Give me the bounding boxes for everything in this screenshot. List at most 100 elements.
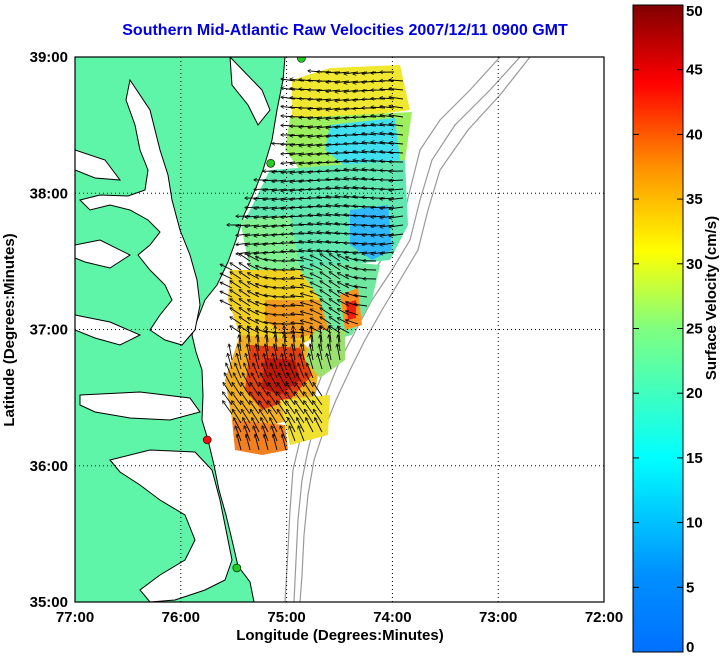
colorbar-tick-label: 35 (686, 191, 703, 208)
velocity-vector (338, 335, 341, 352)
velocity-vector (220, 282, 233, 289)
velocity-vector (284, 335, 287, 352)
velocity-vector (320, 281, 332, 289)
velocity-vector (389, 143, 404, 144)
velocity-vector (300, 275, 314, 280)
y-tick-label: 35:00 (30, 594, 68, 611)
velocity-vector (329, 263, 341, 271)
velocity-vector (248, 291, 260, 298)
albemarle-sound (79, 391, 201, 421)
velocity-vector (306, 418, 314, 433)
velocity-vector (338, 318, 350, 325)
velocity-vector (239, 326, 242, 343)
velocity-vector (259, 383, 269, 397)
velocity-vector (228, 354, 233, 370)
velocity-vector (328, 344, 332, 361)
y-tick-labels: 39:00 38:00 37:00 36:00 35:00 (30, 49, 68, 611)
colorbar-tick-label: 25 (686, 321, 703, 338)
velocity-vector (220, 264, 233, 271)
velocity-vector (329, 254, 341, 262)
velocity-vector (338, 326, 341, 343)
velocity-vector (253, 363, 260, 379)
green-station-mid (266, 158, 276, 168)
velocity-vector (289, 363, 296, 379)
velocity-vector (389, 124, 404, 127)
velocity-vector (248, 309, 260, 316)
velocity-vector (304, 383, 314, 397)
velocity-vector (299, 117, 314, 118)
velocity-vector (255, 354, 260, 370)
x-tick-label: 73:00 (479, 609, 517, 626)
x-tick-label: 72:00 (585, 609, 623, 626)
velocity-vector (310, 344, 314, 361)
velocity-vector (259, 392, 269, 406)
velocity-vector (230, 308, 242, 316)
velocity-vector (248, 326, 251, 343)
velocity-vector (233, 373, 242, 388)
velocity-vector (295, 409, 305, 424)
velocity-vector (257, 326, 260, 343)
velocity-vector (286, 383, 296, 397)
velocity-vector (304, 392, 314, 406)
velocity-vector (271, 363, 278, 379)
velocity-vector (300, 302, 314, 307)
velocity-vector (250, 383, 260, 397)
y-tick-label: 39:00 (30, 49, 68, 66)
velocity-vector (389, 206, 404, 209)
velocity-vector (274, 344, 278, 361)
velocity-vector (338, 264, 350, 271)
velocity-vector (346, 320, 359, 325)
velocity-vector (389, 80, 404, 81)
velocity-vector (329, 272, 341, 280)
x-tick-labels: 77:00 76:00 75:00 74:00 73:00 72:00 (56, 609, 623, 626)
velocity-vector (248, 255, 260, 262)
velocity-vector (237, 435, 242, 451)
velocity-vector (311, 335, 314, 352)
velocity-vector (338, 282, 350, 289)
velocity-vector (320, 308, 332, 316)
x-tick-label: 74:00 (373, 609, 411, 626)
velocity-vector (246, 435, 251, 451)
velocity-vector (224, 373, 233, 388)
velocity-vector (313, 383, 323, 397)
velocity-vector (291, 260, 305, 261)
x-tick-label: 75:00 (267, 609, 305, 626)
velocity-vector (283, 344, 287, 361)
velocity-vector (389, 197, 404, 200)
velocity-vector (248, 264, 260, 271)
velocity-vector (230, 263, 242, 271)
velocity-vector (337, 344, 341, 361)
colorbar-tick-label: 40 (686, 126, 703, 143)
velocity-vector (268, 383, 278, 397)
velocity-vector (280, 363, 287, 379)
velocity-vector (313, 401, 323, 415)
chesapeake-bay (79, 78, 201, 346)
velocity-vector (220, 300, 233, 307)
velocity-vector (282, 354, 287, 370)
velocity-vector (310, 273, 323, 280)
velocity-vector (300, 284, 314, 289)
velocity-vector (239, 317, 251, 325)
velocity-vector (239, 263, 251, 271)
velocity-vector (320, 254, 332, 262)
velocity-vector (310, 318, 323, 325)
velocity-vector (241, 392, 251, 406)
velocity-vector (291, 305, 305, 306)
river-inlet-2 (75, 239, 132, 269)
delaware-bay (229, 57, 271, 126)
velocity-vector (239, 308, 251, 316)
map-title: Southern Mid-Atlantic Raw Velocities 200… (122, 22, 568, 39)
velocity-vector (295, 401, 305, 415)
colorbar-tick-label: 50 (686, 3, 703, 20)
x-axis-label: Longitude (Degrees:Minutes) (236, 627, 444, 644)
velocity-vector (296, 373, 305, 388)
velocity-vector (273, 435, 278, 451)
y-tick-label: 38:00 (30, 185, 68, 202)
velocity-vector (239, 299, 251, 307)
velocity-vector (262, 363, 269, 379)
velocity-vector (278, 373, 287, 388)
velocity-vector (320, 335, 323, 352)
velocity-vector (389, 189, 404, 190)
velocity-vector (319, 344, 323, 361)
velocity-vector (302, 335, 305, 352)
